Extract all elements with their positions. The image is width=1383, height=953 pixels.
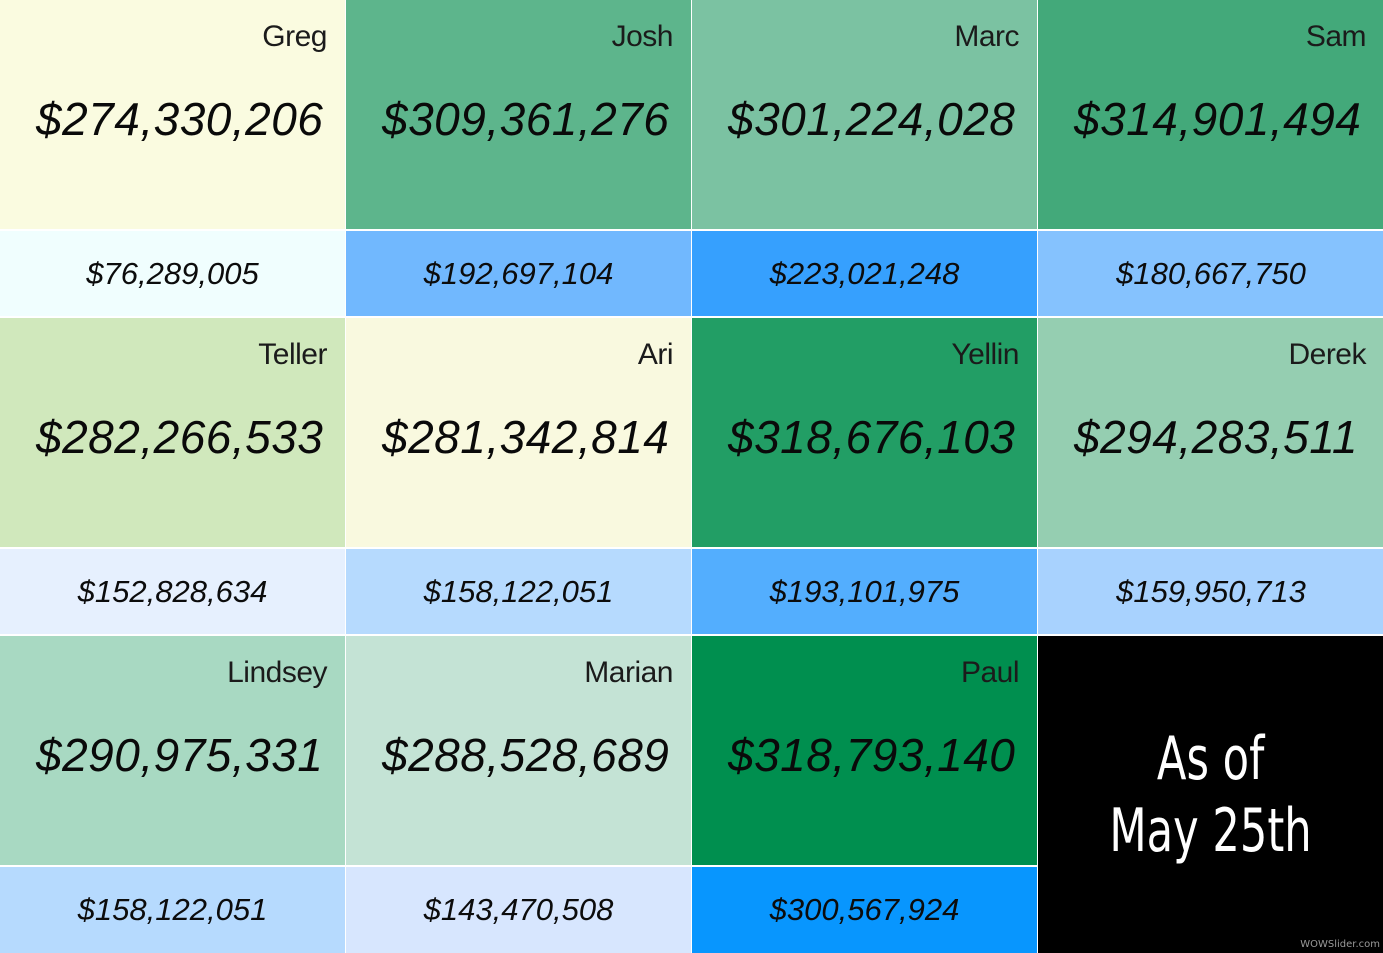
player-total-cell: Yellin $318,676,103: [692, 318, 1037, 547]
player-total-cell: Josh $309,361,276: [346, 0, 691, 229]
player-name: Marc: [954, 20, 1019, 53]
player-name: Greg: [262, 20, 327, 53]
player-total-cell: Lindsey $290,975,331: [0, 636, 345, 865]
player-total-value: $318,676,103: [728, 411, 1016, 463]
player-total-value: $288,528,689: [382, 729, 670, 781]
player-name: Lindsey: [227, 656, 327, 689]
player-total-value: $301,224,028: [728, 93, 1016, 145]
player-total-cell: Marian $288,528,689: [346, 636, 691, 865]
player-secondary-value: $152,828,634: [77, 573, 268, 609]
player-secondary-value: $223,021,248: [769, 255, 960, 291]
player-secondary-cell: $192,697,104: [346, 231, 691, 316]
player-name: Ari: [637, 338, 674, 371]
player-total-cell: Teller $282,266,533: [0, 318, 345, 547]
player-secondary-cell: $152,828,634: [0, 549, 345, 634]
player-secondary-cell: $158,122,051: [0, 867, 345, 953]
player-secondary-cell: $223,021,248: [692, 231, 1037, 316]
player-secondary-value: $76,289,005: [86, 255, 259, 291]
player-total-value: $314,901,494: [1074, 93, 1362, 145]
player-total-cell: Greg $274,330,206: [0, 0, 345, 229]
player-secondary-cell: $193,101,975: [692, 549, 1037, 634]
player-secondary-cell: $76,289,005: [0, 231, 345, 316]
player-total-cell: Ari $281,342,814: [346, 318, 691, 547]
player-secondary-cell: $180,667,750: [1038, 231, 1383, 316]
player-secondary-value: $159,950,713: [1116, 573, 1306, 609]
player-name: Josh: [611, 20, 674, 53]
player-total-cell: Marc $301,224,028: [692, 0, 1037, 229]
player-total-cell: Sam $314,901,494: [1038, 0, 1383, 229]
player-secondary-cell: $158,122,051: [346, 549, 691, 634]
player-secondary-value: $193,101,975: [769, 573, 960, 609]
player-total-cell: Derek $294,283,511: [1038, 318, 1383, 547]
player-total-value: $318,793,140: [728, 729, 1016, 781]
player-name: Derek: [1288, 338, 1366, 371]
as-of-label: As of: [1157, 723, 1265, 794]
player-total-value: $309,361,276: [382, 93, 670, 145]
player-name: Yellin: [951, 338, 1019, 371]
player-total-value: $281,342,814: [382, 411, 670, 463]
player-secondary-value: $192,697,104: [423, 255, 614, 291]
player-secondary-value: $158,122,051: [423, 573, 614, 609]
player-name: Teller: [258, 338, 327, 371]
player-total-cell: Paul $318,793,140: [692, 636, 1037, 865]
player-total-value: $294,283,511: [1074, 411, 1358, 463]
player-total-value: $282,266,533: [36, 411, 324, 463]
as-of-date: May 25th: [1109, 795, 1313, 866]
watermark: WOWSlider.com: [1300, 939, 1380, 950]
player-secondary-value: $300,567,924: [769, 892, 960, 927]
player-total-value: $274,330,206: [36, 93, 324, 145]
player-secondary-cell: $159,950,713: [1038, 549, 1383, 634]
player-secondary-value: $180,667,750: [1116, 255, 1306, 291]
player-name: Sam: [1305, 20, 1367, 53]
player-total-value: $290,975,331: [36, 729, 324, 781]
player-secondary-value: $143,470,508: [423, 892, 614, 927]
player-secondary-value: $158,122,051: [77, 892, 268, 927]
player-secondary-cell: $300,567,924: [692, 867, 1037, 953]
player-name: Marian: [584, 656, 673, 689]
player-secondary-cell: $143,470,508: [346, 867, 691, 953]
as-of-panel: As of May 25th WOWSlider.com: [1038, 636, 1383, 953]
player-name: Paul: [960, 656, 1020, 689]
